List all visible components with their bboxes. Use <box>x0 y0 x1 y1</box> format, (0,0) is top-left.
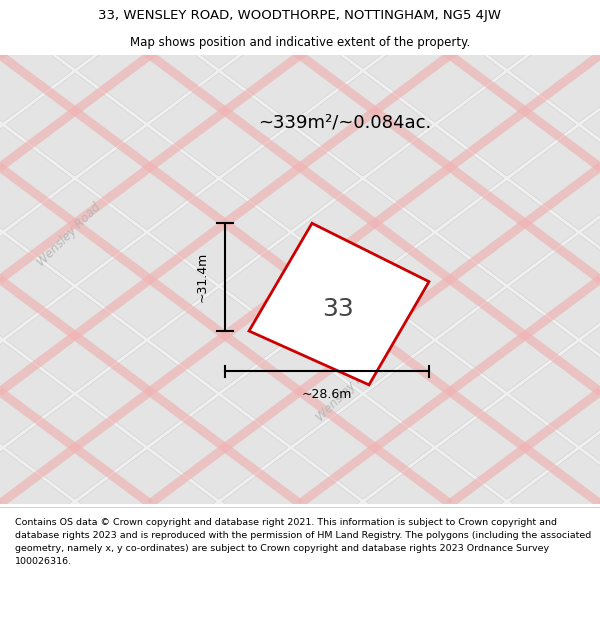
Text: ~31.4m: ~31.4m <box>196 252 209 302</box>
Polygon shape <box>222 342 360 446</box>
Polygon shape <box>222 450 360 553</box>
Polygon shape <box>582 73 600 176</box>
Polygon shape <box>0 450 72 553</box>
Polygon shape <box>366 0 504 14</box>
Polygon shape <box>582 0 600 69</box>
Polygon shape <box>78 234 216 338</box>
Polygon shape <box>294 288 432 391</box>
Polygon shape <box>78 19 216 122</box>
Polygon shape <box>438 181 576 284</box>
Polygon shape <box>222 234 360 338</box>
Text: ~28.6m: ~28.6m <box>302 388 352 401</box>
Polygon shape <box>438 504 576 607</box>
Polygon shape <box>366 234 504 338</box>
Polygon shape <box>150 181 288 284</box>
Polygon shape <box>0 19 72 122</box>
Polygon shape <box>582 288 600 391</box>
Polygon shape <box>294 0 432 69</box>
Polygon shape <box>438 288 576 391</box>
Text: Contains OS data © Crown copyright and database right 2021. This information is : Contains OS data © Crown copyright and d… <box>15 518 591 566</box>
Polygon shape <box>510 450 600 553</box>
Polygon shape <box>6 73 144 176</box>
Polygon shape <box>150 396 288 499</box>
Polygon shape <box>78 450 216 553</box>
Polygon shape <box>510 127 600 230</box>
Polygon shape <box>366 19 504 122</box>
Polygon shape <box>222 19 360 122</box>
Text: ~339m²/~0.084ac.: ~339m²/~0.084ac. <box>259 113 431 131</box>
Polygon shape <box>294 73 432 176</box>
Polygon shape <box>0 127 72 230</box>
Polygon shape <box>366 127 504 230</box>
Polygon shape <box>150 288 288 391</box>
Polygon shape <box>582 181 600 284</box>
Polygon shape <box>0 342 72 446</box>
Polygon shape <box>6 0 144 69</box>
Polygon shape <box>6 288 144 391</box>
Polygon shape <box>294 396 432 499</box>
Text: 33, WENSLEY ROAD, WOODTHORPE, NOTTINGHAM, NG5 4JW: 33, WENSLEY ROAD, WOODTHORPE, NOTTINGHAM… <box>98 9 502 22</box>
Polygon shape <box>582 504 600 607</box>
Polygon shape <box>150 504 288 607</box>
Polygon shape <box>249 223 429 385</box>
Polygon shape <box>510 342 600 446</box>
Polygon shape <box>438 73 576 176</box>
Polygon shape <box>366 342 504 446</box>
Polygon shape <box>78 127 216 230</box>
Polygon shape <box>0 0 72 14</box>
Polygon shape <box>438 0 576 69</box>
Polygon shape <box>6 504 144 607</box>
Text: 33: 33 <box>322 296 353 321</box>
Polygon shape <box>150 0 288 69</box>
Polygon shape <box>0 234 72 338</box>
Polygon shape <box>294 181 432 284</box>
Polygon shape <box>510 0 600 14</box>
Text: Wensley Road: Wensley Road <box>35 200 103 269</box>
Polygon shape <box>294 504 432 607</box>
Polygon shape <box>6 181 144 284</box>
Text: Map shows position and indicative extent of the property.: Map shows position and indicative extent… <box>130 36 470 49</box>
Polygon shape <box>438 396 576 499</box>
Text: Wensley Road: Wensley Road <box>314 355 382 424</box>
Polygon shape <box>366 450 504 553</box>
Polygon shape <box>6 396 144 499</box>
Polygon shape <box>582 396 600 499</box>
Polygon shape <box>510 234 600 338</box>
Polygon shape <box>222 127 360 230</box>
Polygon shape <box>150 73 288 176</box>
Polygon shape <box>78 342 216 446</box>
Polygon shape <box>222 0 360 14</box>
Polygon shape <box>78 0 216 14</box>
Polygon shape <box>510 19 600 122</box>
